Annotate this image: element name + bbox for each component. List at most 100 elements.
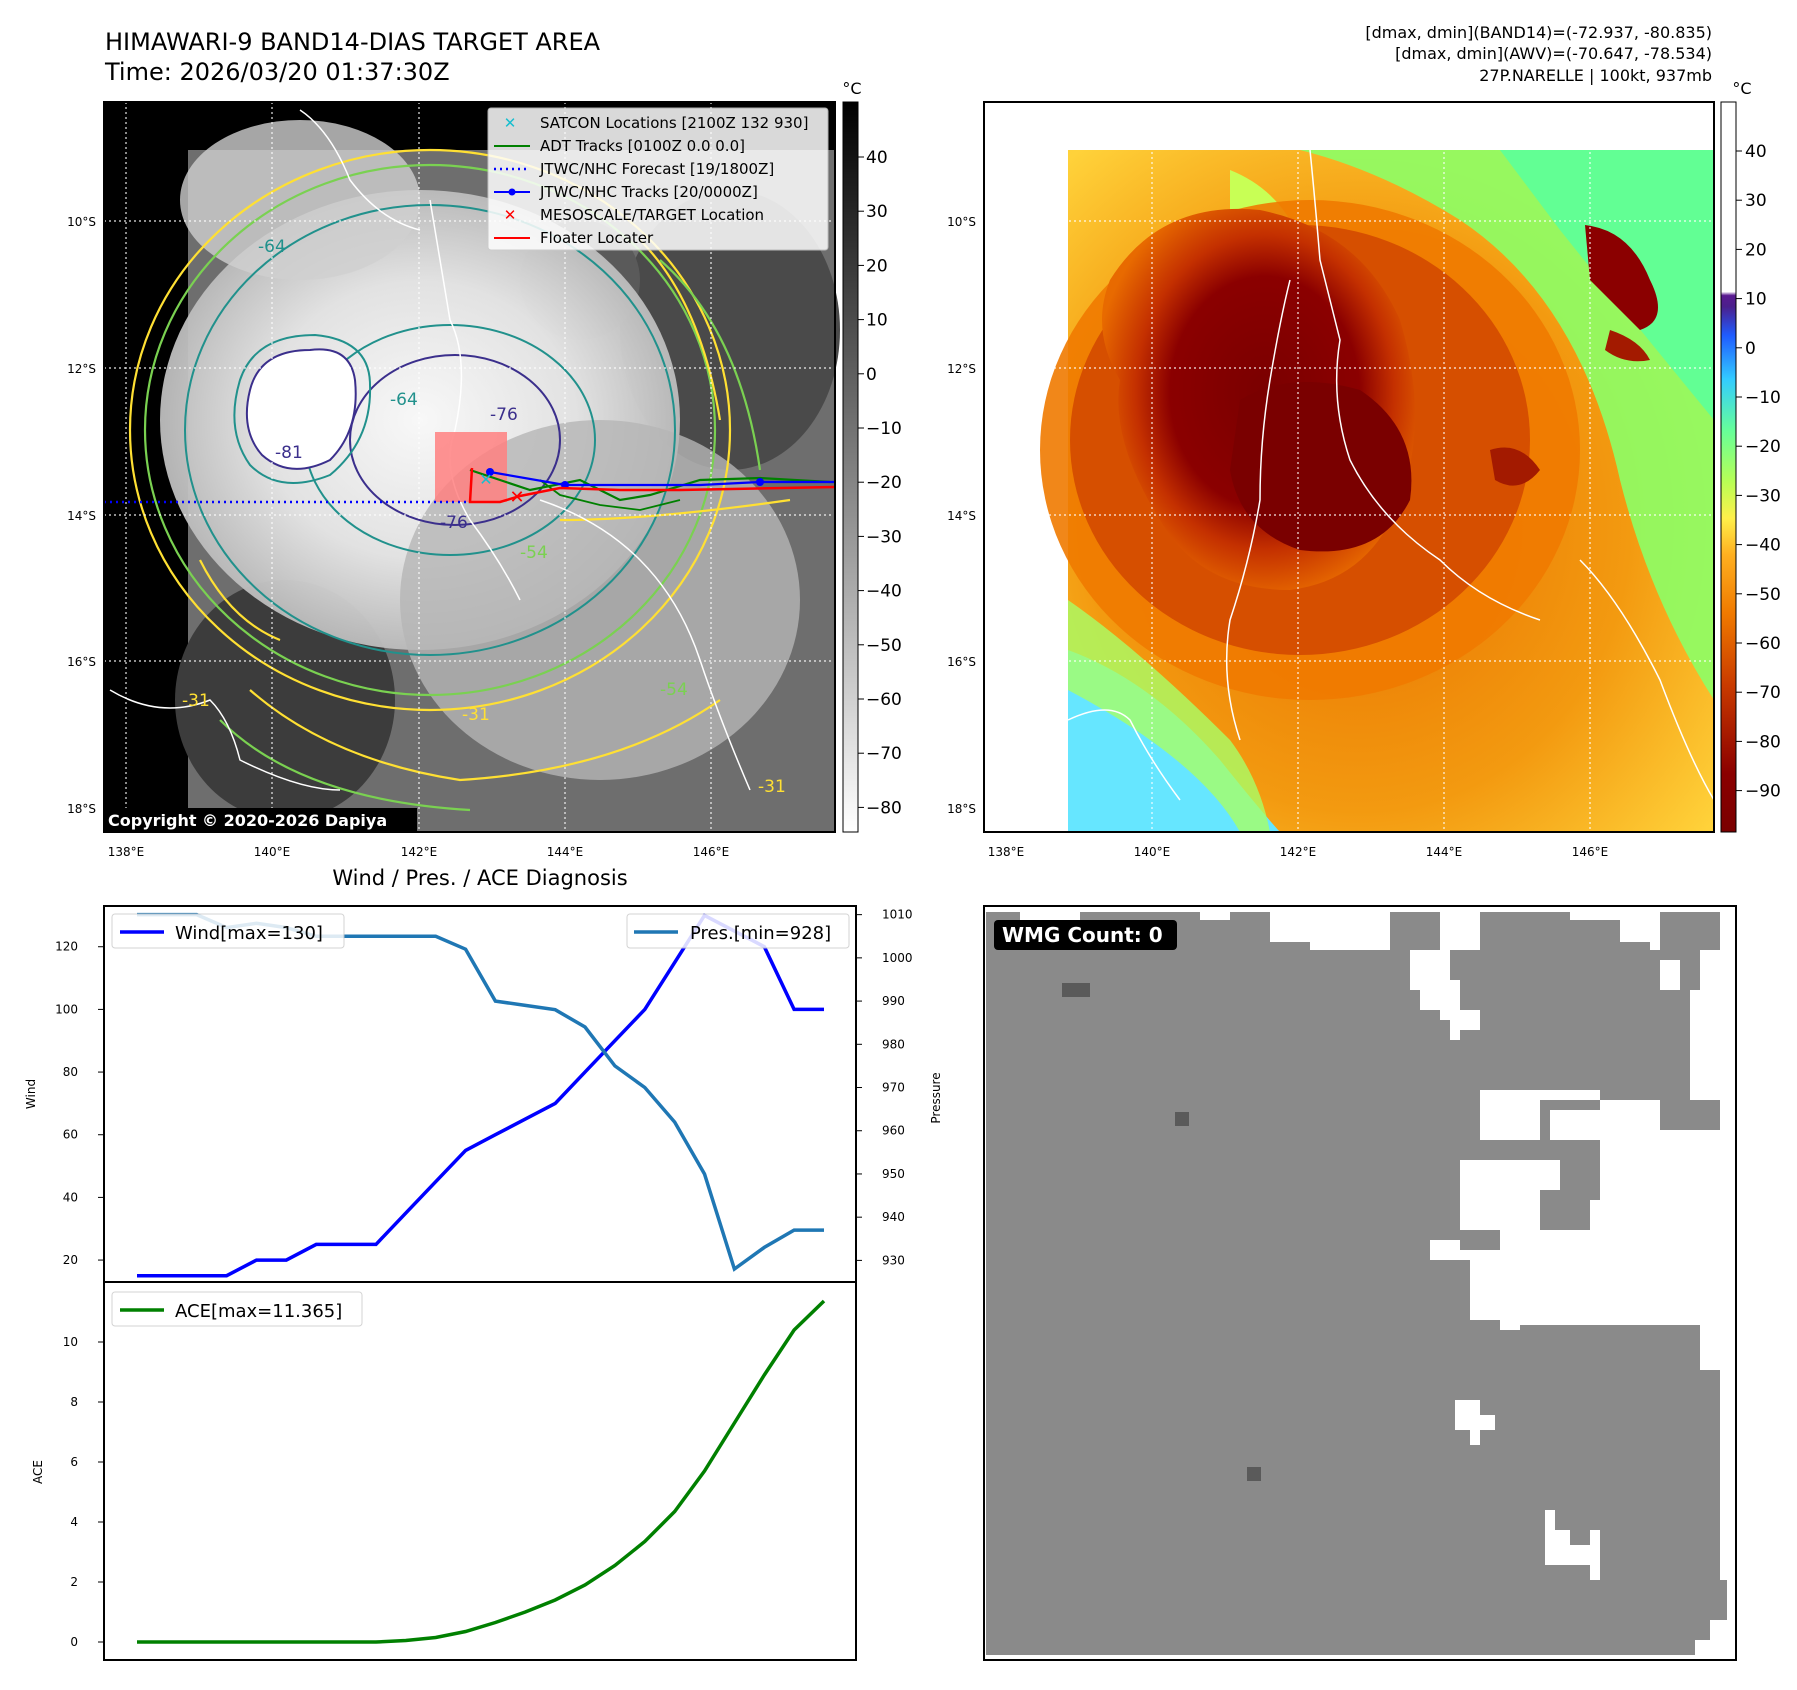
colorbar-tick: −40: [1745, 536, 1781, 556]
ace-legend: ACE[max=11.365]: [111, 1291, 363, 1327]
colorbar-tick: 10: [866, 311, 888, 331]
legend-satcon: SATCON Locations [2100Z 132 930]: [540, 114, 808, 132]
legend-mesoscale: MESOSCALE/TARGET Location: [540, 206, 764, 224]
figure-title: HIMAWARI-9 BAND14-DIAS TARGET AREA: [105, 28, 601, 56]
wind-legend-label: Wind[max=130]: [175, 923, 323, 944]
lat-label: 10°S: [947, 215, 976, 229]
awv-colorbar: [1720, 101, 1737, 833]
wind-tick-label: 20: [63, 1253, 78, 1267]
pressure-tick-label: 1000: [882, 951, 913, 965]
lat-label: 16°S: [67, 655, 96, 669]
colorbar-tick: −60: [866, 690, 902, 710]
colorbar-tick: −60: [1745, 634, 1781, 654]
map-legend: ✕ SATCON Locations [2100Z 132 930] ADT T…: [487, 107, 829, 251]
legend-floater: Floater Locater: [540, 229, 654, 247]
satcon-marker: ✕: [479, 470, 492, 489]
contour-label: -64: [258, 237, 286, 257]
ace-series-line: [137, 1299, 826, 1644]
lon-label: 142°E: [1280, 845, 1317, 859]
ace-tick-label: 2: [70, 1575, 78, 1589]
figure-time: Time: 2026/03/20 01:37:30Z: [104, 58, 450, 86]
diagnosis-title: Wind / Pres. / ACE Diagnosis: [332, 866, 627, 890]
colorbar-tick: −10: [866, 419, 902, 439]
colorbar-tick: −70: [866, 744, 902, 764]
colorbar-tick: −50: [866, 636, 902, 656]
ace-tick-label: 8: [70, 1395, 78, 1409]
wind-pressure-chart: 20 40 60 80 100 120 930 940 950 960 970 980 990 1000…: [24, 905, 943, 1283]
colorbar-tick: −30: [866, 527, 902, 547]
colorbar-unit: °C: [842, 79, 861, 98]
wmg-panel: WMG Count: 0: [983, 905, 1737, 1661]
lat-label: 14°S: [947, 509, 976, 523]
colorbar-tick: −50: [1745, 585, 1781, 605]
wind-tick-label: 60: [63, 1128, 78, 1142]
ace-tick-label: 10: [63, 1335, 78, 1349]
pressure-tick-label: 990: [882, 994, 905, 1008]
contour-label: -31: [182, 691, 210, 711]
ir-map-panel: -64 -64 -81 -76 -76 -54 -31 -31 -31 -54 …: [67, 79, 902, 859]
colorbar-tick: 0: [1745, 339, 1756, 359]
colorbar-tick: 40: [866, 148, 888, 168]
lat-label: 14°S: [67, 509, 96, 523]
awv-map-panel: 10°S 12°S 14°S 16°S 18°S 138°E 140°E 142…: [947, 79, 1781, 859]
colorbar-tick: 30: [866, 202, 888, 222]
svg-text:✕: ✕: [504, 206, 517, 224]
ace-chart: 0 2 4 6 8 10 ACE ACE[max=11.365]: [31, 1281, 857, 1661]
lon-label: 138°E: [988, 845, 1025, 859]
pressure-tick-label: 980: [882, 1037, 905, 1051]
jtwc-track: [489, 470, 835, 487]
colorbar-tick: −10: [1745, 388, 1781, 408]
map-gridlines: [104, 102, 835, 832]
colorbar-tick: −80: [1745, 732, 1781, 752]
pressure-tick-label: 960: [882, 1124, 905, 1138]
svg-text:✕: ✕: [504, 114, 517, 132]
pressure-tick-label: 1010: [882, 908, 913, 922]
pressure-legend: Pres.[min=928]: [626, 913, 850, 949]
wind-tick-label: 40: [63, 1190, 78, 1204]
lon-label: 142°E: [401, 845, 438, 859]
adt-track: [469, 468, 831, 502]
contour-label: -81: [275, 443, 303, 463]
contour-label: -54: [520, 543, 548, 563]
lon-label: 146°E: [693, 845, 730, 859]
lat-label: 18°S: [947, 802, 976, 816]
copyright-notice: Copyright © 2020-2026 Dapiya: [108, 811, 387, 830]
colorbar-tick: 0: [866, 365, 877, 385]
wind-legend: Wind[max=130]: [111, 913, 345, 949]
contour-label: -64: [390, 390, 418, 410]
contour-label: -54: [660, 680, 688, 700]
ace-tick-label: 0: [70, 1635, 78, 1649]
awv-stats: [dmax, dmin](AWV)=(-70.647, -78.534): [1395, 44, 1712, 63]
legend-jtwc-forecast: JTWC/NHC Forecast [19/1800Z]: [539, 160, 774, 178]
ace-tick-label: 4: [70, 1515, 78, 1529]
colorbar-tick: 10: [1745, 290, 1767, 310]
contour-label: -76: [440, 513, 468, 533]
ace-legend-label: ACE[max=11.365]: [175, 1301, 342, 1322]
storm-info: 27P.NARELLE | 100kt, 937mb: [1479, 66, 1712, 85]
lat-label: 12°S: [947, 362, 976, 376]
lon-label: 144°E: [547, 845, 584, 859]
band14-stats: [dmax, dmin](BAND14)=(-72.937, -80.835): [1365, 23, 1712, 42]
coastline: [429, 199, 521, 601]
pressure-tick-label: 930: [882, 1253, 905, 1267]
contour-label: -31: [758, 777, 786, 797]
colorbar-tick: −20: [1745, 437, 1781, 457]
wind-tick-label: 120: [55, 940, 78, 954]
colorbar-tick: −90: [1745, 782, 1781, 802]
floater-locater-line: [468, 467, 836, 504]
lat-label: 16°S: [947, 655, 976, 669]
contour-label: -76: [490, 405, 518, 425]
lat-label: 12°S: [67, 362, 96, 376]
lon-label: 144°E: [1426, 845, 1463, 859]
legend-adt: ADT Tracks [0100Z 0.0 0.0]: [540, 137, 745, 155]
wind-axis-label: Wind: [24, 1079, 38, 1109]
lon-label: 146°E: [1572, 845, 1609, 859]
ir-colorbar: [842, 101, 859, 833]
ace-axis-label: ACE: [31, 1460, 45, 1484]
pressure-legend-label: Pres.[min=928]: [690, 923, 831, 944]
colorbar-tick: 40: [1745, 142, 1767, 162]
wind-tick-label: 100: [55, 1002, 78, 1016]
wind-tick-label: 80: [63, 1065, 78, 1079]
colorbar-tick: −20: [866, 473, 902, 493]
